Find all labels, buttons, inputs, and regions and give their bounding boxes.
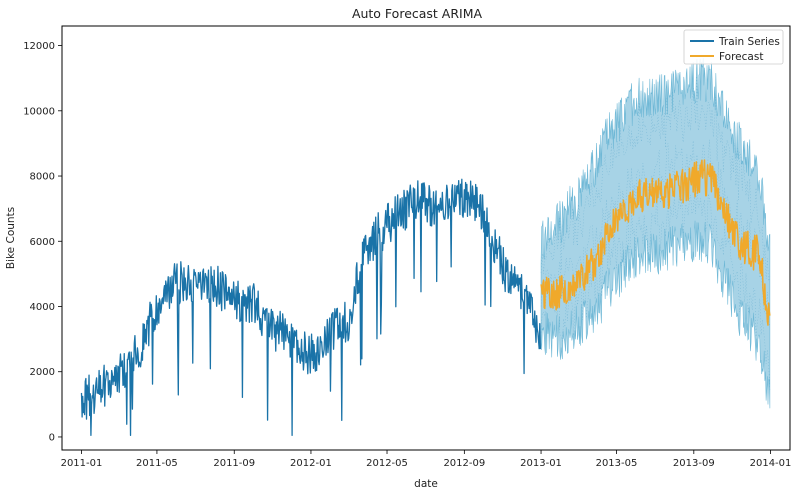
x-tick-label: 2013-01 xyxy=(520,458,562,469)
y-tick-label: 8000 xyxy=(30,172,55,183)
chart-title: Auto Forecast ARIMA xyxy=(352,6,483,21)
x-tick-label: 2012-05 xyxy=(366,458,408,469)
y-tick-label: 6000 xyxy=(30,237,55,248)
y-tick-label: 10000 xyxy=(23,106,55,117)
confidence-band-texture xyxy=(540,76,771,282)
legend-label-forecast: Forecast xyxy=(719,51,763,63)
y-tick-label: 4000 xyxy=(30,302,55,313)
x-tick-label: 2012-01 xyxy=(290,458,332,469)
y-axis-title: Bike Counts xyxy=(5,207,17,269)
x-tick-label: 2013-05 xyxy=(596,458,638,469)
x-tick-label: 2011-09 xyxy=(213,458,255,469)
x-tick-label: 2011-05 xyxy=(136,458,178,469)
plot-frame xyxy=(61,25,791,451)
y-tick-label: 12000 xyxy=(23,41,55,52)
x-tick-label: 2014-01 xyxy=(750,458,792,469)
series-line-forecast xyxy=(540,159,771,326)
x-axis: 2011-01 2011-05 2011-09 2012-01 2012-05 2012-… xyxy=(61,450,792,469)
y-axis: 0 2000 4000 6000 8000 10000 12000 xyxy=(23,41,62,443)
series-line-train xyxy=(80,178,542,436)
plot-area xyxy=(80,58,771,436)
x-tick-label: 2012-09 xyxy=(443,458,485,469)
y-tick-label: 2000 xyxy=(30,367,55,378)
x-tick-label: 2011-01 xyxy=(61,458,103,469)
legend-label-train: Train Series xyxy=(718,36,780,48)
x-axis-title: date xyxy=(414,478,438,490)
x-tick-label: 2013-09 xyxy=(673,458,715,469)
y-tick-label: 0 xyxy=(49,432,55,443)
confidence-band-texture xyxy=(540,174,771,390)
legend: Train Series Forecast xyxy=(683,29,784,65)
forecast-confidence-band xyxy=(540,58,771,409)
